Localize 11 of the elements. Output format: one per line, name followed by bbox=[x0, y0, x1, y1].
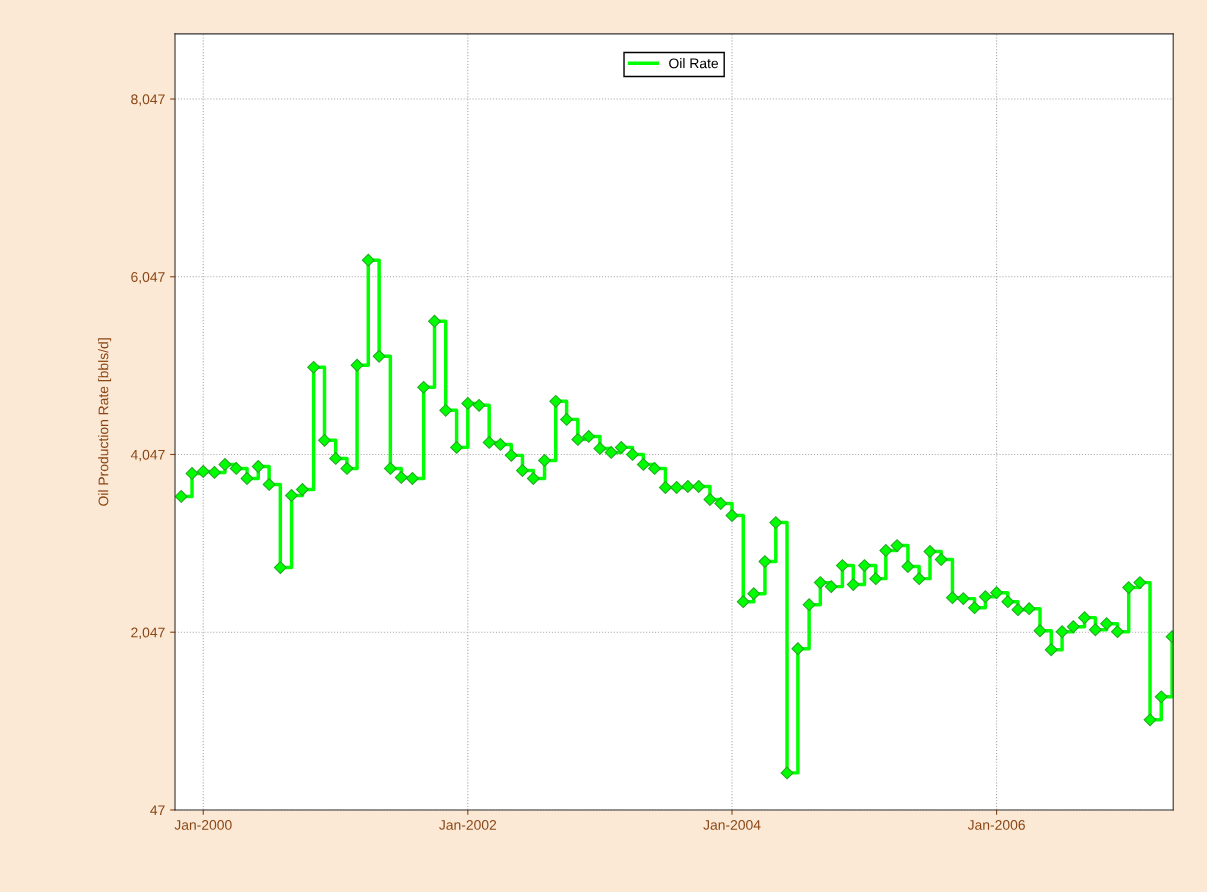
y-tick-label: 4,047 bbox=[130, 449, 165, 462]
y-tick-label: 47 bbox=[150, 805, 165, 815]
y-axis-title: Oil Production Rate [bbls/d] bbox=[98, 338, 112, 506]
y-tick-label: 8,047 bbox=[131, 94, 165, 106]
x-tick-label: Jan-2004 bbox=[703, 820, 761, 830]
x-tick-label: Jan-2000 bbox=[174, 820, 232, 830]
x-tick-label: Jan-2002 bbox=[439, 820, 497, 830]
y-tick-label: 6,047 bbox=[131, 272, 165, 284]
x-tick-label: Jan-2006 bbox=[967, 820, 1025, 830]
legend-label: Oil Rate bbox=[669, 58, 719, 69]
y-tick-label: 2,047 bbox=[131, 627, 165, 640]
